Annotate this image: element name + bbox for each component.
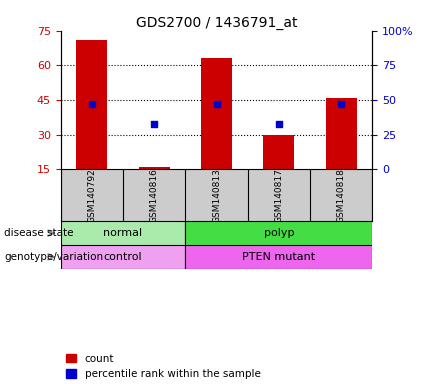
Point — [88, 101, 95, 107]
Bar — [61, 245, 185, 269]
Bar — [201, 58, 232, 169]
Bar — [61, 221, 185, 245]
Legend: count, percentile rank within the sample: count, percentile rank within the sample — [66, 354, 261, 379]
Text: GSM140818: GSM140818 — [337, 168, 346, 223]
Bar — [326, 98, 357, 169]
Point — [213, 101, 220, 107]
Point — [275, 121, 282, 127]
Point — [338, 101, 345, 107]
Text: genotype/variation: genotype/variation — [4, 252, 103, 262]
Bar — [185, 245, 372, 269]
Bar — [76, 40, 107, 169]
Text: disease state: disease state — [4, 228, 74, 238]
Bar — [263, 135, 294, 169]
Text: GSM140817: GSM140817 — [275, 168, 283, 223]
Text: normal: normal — [103, 228, 142, 238]
Text: PTEN mutant: PTEN mutant — [242, 252, 315, 262]
Text: GSM140792: GSM140792 — [87, 168, 96, 223]
Text: control: control — [103, 252, 142, 262]
Text: GSM140813: GSM140813 — [212, 168, 221, 223]
Title: GDS2700 / 1436791_at: GDS2700 / 1436791_at — [136, 16, 297, 30]
Text: GSM140816: GSM140816 — [150, 168, 158, 223]
Bar — [139, 167, 170, 169]
Text: polyp: polyp — [264, 228, 294, 238]
Point — [151, 121, 158, 127]
Bar — [185, 221, 372, 245]
